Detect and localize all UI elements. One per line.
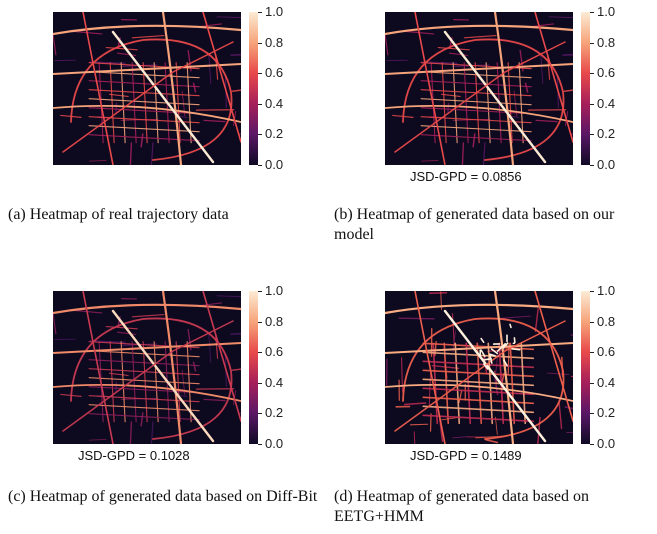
colorbar [581, 12, 590, 165]
caption-c: (c) Heatmap of generated data based on D… [8, 488, 318, 505]
colorbar-tick: 0.2 [258, 405, 283, 420]
colorbar-tick: 0.8 [590, 35, 615, 50]
road-network [53, 291, 241, 444]
colorbar-tick: 0.0 [590, 436, 615, 451]
colorbar-tick: 1.0 [590, 283, 615, 298]
colorbar-tick: 0.6 [258, 65, 283, 80]
colorbar-tick: 1.0 [258, 283, 283, 298]
colorbar-tick: 0.8 [590, 314, 615, 329]
colorbar-tick: 0.8 [258, 314, 283, 329]
caption-b: (b) Heatmap of generated data based on o… [334, 206, 615, 243]
colorbar [249, 291, 258, 444]
colorbar-tick: 0.0 [590, 157, 615, 172]
colorbar [581, 291, 590, 444]
colorbar-tick: 0.0 [258, 436, 283, 451]
heatmap-real-data [53, 12, 241, 165]
colorbar-tick: 0.4 [258, 96, 283, 111]
colorbar-tick: 1.0 [258, 4, 283, 19]
colorbar-tick: 0.4 [258, 375, 283, 390]
colorbar [249, 12, 258, 165]
colorbar-tick: 0.4 [590, 375, 615, 390]
colorbar-tick: 0.2 [258, 126, 283, 141]
colorbar-tick: 0.8 [258, 35, 283, 50]
colorbar-tick: 0.6 [590, 344, 615, 359]
caption-d: (d) Heatmap of generated data based on E… [334, 488, 589, 525]
road-network [53, 12, 241, 165]
jsd-score: JSD-GPD = 0.1028 [78, 448, 190, 463]
caption-a: (a) Heatmap of real trajectory data [8, 206, 229, 223]
heatmap-eetg-hmm [385, 291, 573, 444]
heatmap-diff-bit [53, 291, 241, 444]
heatmap-our-model [385, 12, 573, 165]
colorbar-tick: 0.6 [258, 344, 283, 359]
colorbar-tick: 0.2 [590, 405, 615, 420]
jsd-score: JSD-GPD = 0.1489 [410, 448, 522, 463]
colorbar-tick: 0.0 [258, 157, 283, 172]
road-network [385, 12, 573, 165]
colorbar-tick: 0.4 [590, 96, 615, 111]
colorbar-tick: 1.0 [590, 4, 615, 19]
jsd-score: JSD-GPD = 0.0856 [410, 169, 522, 184]
road-network [385, 291, 573, 444]
colorbar-tick: 0.6 [590, 65, 615, 80]
colorbar-tick: 0.2 [590, 126, 615, 141]
